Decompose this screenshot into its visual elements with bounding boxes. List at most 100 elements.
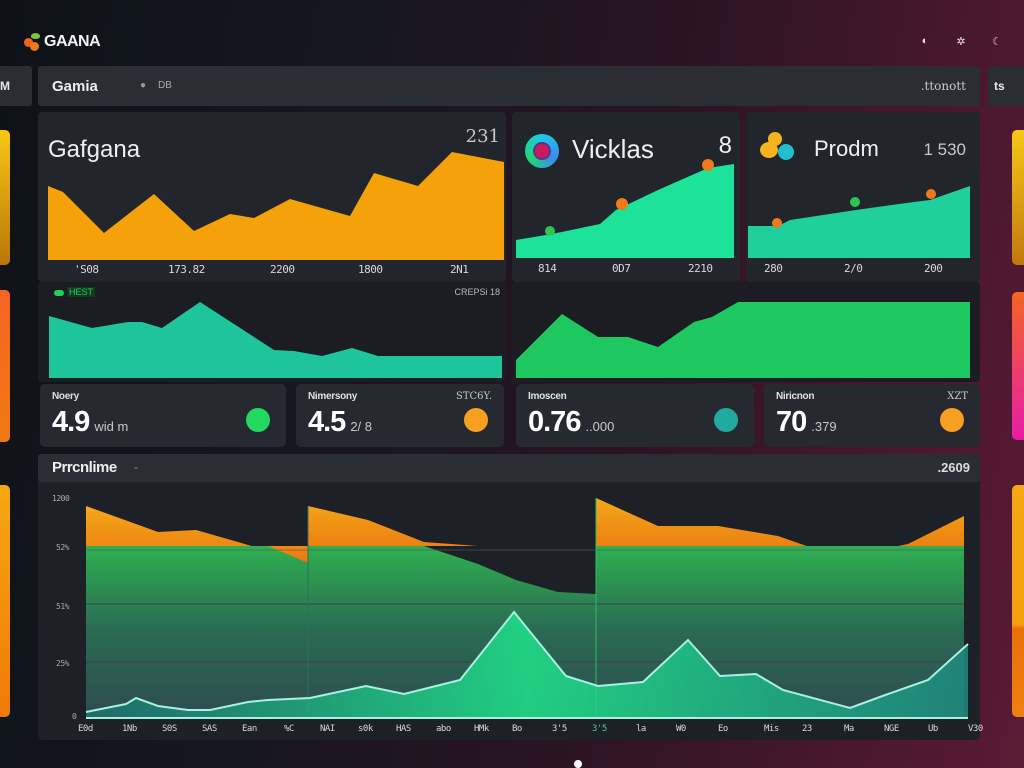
prrcnlime-header: Prrcnlime - .2609	[38, 454, 980, 482]
stat-card-imoscen[interactable]: Imoscen 0.76 ..000	[516, 384, 754, 447]
user-icon[interactable]: ☾	[992, 35, 1002, 48]
x-label: 2N1	[450, 263, 469, 276]
hest-area-chart	[49, 302, 502, 378]
x-label: la	[636, 724, 646, 734]
prrcnlime-title: Prrcnlime	[52, 459, 117, 476]
left-stub-text: M	[0, 79, 10, 93]
dashboard-title: Gamia	[52, 78, 98, 95]
panel-prrcnlime: Prrcnlime - .2609 1200 52% 51% 25% 0	[38, 454, 983, 740]
x-label: NGE	[884, 724, 899, 734]
dashboard-header: Gamia ● DB .ttonott	[38, 66, 980, 106]
x-label: HAS	[396, 724, 411, 734]
stat-title: Niricnon	[776, 391, 815, 402]
status-dot-icon	[246, 408, 270, 432]
panel-vicklas: Vicklas 8 814 0D7 2210	[512, 112, 740, 282]
moon-icon[interactable]: ◐	[921, 35, 929, 47]
panel-gafgana-title: Gafgana	[48, 136, 141, 163]
x-label: SAS	[202, 724, 217, 734]
stat-card-nimersony[interactable]: Nimersony STC6Y. 4.5 2/ 8	[296, 384, 504, 447]
prrcnlime-x-axis: E0d 1Nb S0S SAS Ean %C NAI s0k HAS abo H…	[78, 724, 983, 738]
y-label: 1200	[52, 494, 70, 503]
x-label: 3'5	[592, 724, 607, 734]
panel-gafgana-value: 231	[465, 126, 500, 147]
top-icons: ◐ ✲ ☾	[918, 34, 1004, 48]
status-dot-icon	[940, 408, 964, 432]
prrcnlime-title-suffix[interactable]: -	[134, 460, 138, 474]
x-label: NAI	[320, 724, 335, 734]
stat-corner: STC6Y.	[455, 391, 492, 402]
stat-title: Nimersony	[308, 391, 357, 402]
x-label: E0d	[78, 724, 93, 734]
left-strip-1	[0, 130, 10, 265]
info-icon[interactable]: ●	[140, 80, 147, 91]
stat-title: Imoscen	[528, 391, 567, 402]
cursor-dot-icon	[574, 760, 582, 768]
right-stub-text: ts	[994, 79, 1005, 93]
status-dot-icon	[714, 408, 738, 432]
x-label: 2210	[688, 262, 713, 275]
x-label: Ub	[928, 724, 938, 734]
x-label: 3'5	[552, 724, 567, 734]
panel-hest: HEST CREPSi 18	[38, 282, 506, 382]
header-right-text[interactable]: .ttonott	[920, 79, 966, 93]
x-label: Bo	[512, 724, 522, 734]
left-header-stub: M	[0, 66, 32, 106]
vicklas-icon	[525, 134, 559, 168]
x-label: Ean	[242, 724, 257, 734]
x-label: Eo	[718, 724, 728, 734]
x-label: 23	[802, 724, 812, 734]
x-label: s0k	[358, 724, 373, 734]
x-label: W0	[676, 724, 686, 734]
x-label: abo	[436, 724, 451, 734]
panel-prodm: Prodm 1 530 280 2/0 200	[746, 112, 980, 282]
stat-value: 4.9 wid m	[52, 406, 129, 438]
x-label: 0D7	[612, 262, 631, 275]
vicklas-area-chart	[516, 159, 734, 258]
x-label: V30	[968, 724, 983, 734]
right-strip-2	[1012, 292, 1024, 440]
app-logo[interactable]: GAANA	[22, 32, 101, 52]
status-dot-icon	[464, 408, 488, 432]
stat-value: 4.5 2/ 8	[308, 406, 373, 438]
panel-prodm-value: 1 530	[923, 140, 966, 159]
x-label: 'S08	[74, 263, 99, 276]
x-label: 2200	[270, 263, 295, 276]
x-label: 1Nb	[122, 724, 137, 734]
stat-card-niricnon[interactable]: Niricnon XZT 70.379	[764, 384, 980, 447]
panel-vicklas-title: Vicklas	[572, 134, 654, 164]
panel-green	[512, 282, 980, 382]
y-label: 0	[72, 712, 77, 721]
x-label: 280	[764, 262, 783, 275]
x-label: S0S	[162, 724, 177, 734]
x-label: 814	[538, 262, 557, 275]
right-header-stub: ts	[988, 66, 1024, 106]
legend-label[interactable]: HEST	[67, 287, 96, 297]
right-strip-3	[1012, 485, 1024, 717]
legend-dot-icon	[54, 290, 64, 296]
left-strip-2	[0, 290, 10, 442]
top-bar: GAANA ◐ ✲ ☾	[0, 0, 1024, 62]
x-label: 173.82	[168, 263, 205, 276]
logo-text: GAANA	[44, 33, 101, 50]
y-label: 51%	[56, 602, 69, 611]
y-label: 25%	[56, 659, 69, 668]
x-label: 2/0	[844, 262, 863, 275]
bug-icon[interactable]: ✲	[956, 35, 966, 48]
stat-corner: XZT	[947, 391, 968, 402]
gafgana-area-chart	[48, 152, 504, 260]
stat-value: 0.76 ..000	[528, 406, 615, 438]
stat-title: Noery	[52, 391, 79, 402]
x-label: %C	[284, 724, 294, 734]
panel-gafgana: Gafgana 231 'S08 173.82 2200 1800 2N1	[38, 112, 506, 282]
prrcnlime-right-value: .2609	[937, 460, 970, 475]
prodm-area-chart	[748, 186, 970, 258]
panel-vicklas-value: 8	[718, 132, 732, 159]
x-label: 200	[924, 262, 943, 275]
x-label: 1800	[358, 263, 383, 276]
x-label: HMk	[474, 724, 489, 734]
header-info-text: DB	[158, 80, 172, 91]
x-label: Mis	[764, 724, 779, 734]
stat-card-noery[interactable]: Noery 4.9 wid m	[40, 384, 286, 447]
stat-value: 70.379	[776, 406, 837, 438]
x-label: Ma	[844, 724, 854, 734]
